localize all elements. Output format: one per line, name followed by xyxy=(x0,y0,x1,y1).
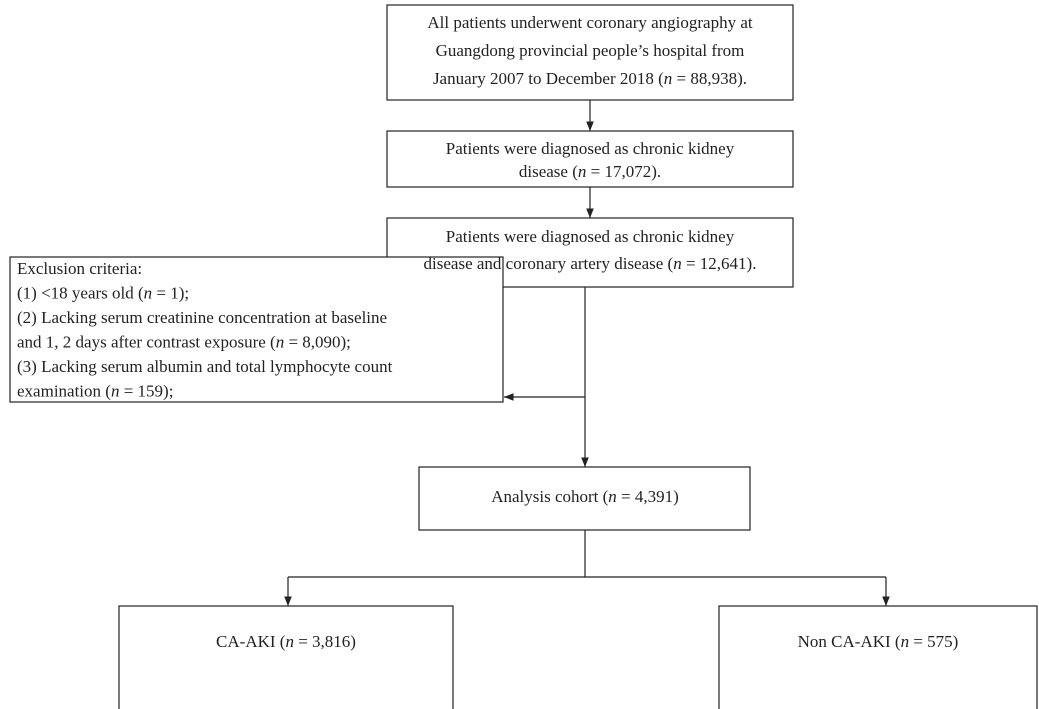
box xyxy=(718,605,1038,709)
text-run: = 1); xyxy=(152,283,189,302)
text-run: n xyxy=(901,632,910,651)
node-text: Guangdong provincial people’s hospital f… xyxy=(436,41,745,60)
box xyxy=(9,256,504,403)
node-text: All patients underwent coronary angiogra… xyxy=(427,13,753,32)
text-run: Patients were diagnosed as chronic kidne… xyxy=(446,227,735,246)
node-text: Patients were diagnosed as chronic kidne… xyxy=(446,227,735,246)
text-run: January 2007 to December 2018 ( xyxy=(433,69,664,88)
box xyxy=(386,4,794,101)
node-text: Non CA-AKI (n = 575) xyxy=(798,632,959,651)
text-run: n xyxy=(276,332,285,351)
node-text: Analysis cohort (n = 4,391) xyxy=(491,487,679,506)
node-text: examination (n = 159); xyxy=(17,381,173,400)
node-text: (2) Lacking serum creatinine concentrati… xyxy=(17,308,387,327)
text-run: n xyxy=(111,381,120,400)
node-text: (1) <18 years old (n = 1); xyxy=(17,283,189,302)
text-run: Guangdong provincial people’s hospital f… xyxy=(436,41,745,60)
node-text: Patients were diagnosed as chronic kidne… xyxy=(446,139,735,158)
text-run: CA-AKI ( xyxy=(216,632,286,651)
text-run: examination ( xyxy=(17,381,111,400)
text-run: n xyxy=(673,254,682,273)
text-run: n xyxy=(608,487,617,506)
box xyxy=(386,130,794,188)
text-run: (2) Lacking serum creatinine concentrati… xyxy=(17,308,387,327)
text-run: = 3,816) xyxy=(294,632,356,651)
box xyxy=(118,605,454,709)
node-text: January 2007 to December 2018 (n = 88,93… xyxy=(433,69,747,88)
node-text: Exclusion criteria: xyxy=(17,259,142,278)
text-run: n xyxy=(664,69,673,88)
node-text: (3) Lacking serum albumin and total lymp… xyxy=(17,357,393,376)
text-run: = 12,641). xyxy=(682,254,757,273)
box xyxy=(418,466,751,531)
text-run: = 575) xyxy=(909,632,958,651)
text-run: = 17,072). xyxy=(586,162,661,181)
node-text: and 1, 2 days after contrast exposure (n… xyxy=(17,332,351,351)
text-run: (3) Lacking serum albumin and total lymp… xyxy=(17,357,393,376)
text-run: n xyxy=(578,162,587,181)
text-run: disease ( xyxy=(519,162,578,181)
text-run: (1) <18 years old ( xyxy=(17,283,144,302)
text-run: Patients were diagnosed as chronic kidne… xyxy=(446,139,735,158)
text-run: Non CA-AKI ( xyxy=(798,632,901,651)
text-run: All patients underwent coronary angiogra… xyxy=(427,13,753,32)
text-run: Analysis cohort ( xyxy=(491,487,608,506)
text-run: = 8,090); xyxy=(284,332,351,351)
text-run: n xyxy=(144,283,153,302)
text-run: = 159); xyxy=(119,381,173,400)
node-text: disease and coronary artery disease (n =… xyxy=(424,254,757,273)
text-run: = 88,938). xyxy=(672,69,747,88)
node-text: disease (n = 17,072). xyxy=(519,162,661,181)
text-run: = 4,391) xyxy=(617,487,679,506)
node-text: CA-AKI (n = 3,816) xyxy=(216,632,356,651)
text-run: Exclusion criteria: xyxy=(17,259,142,278)
text-run: and 1, 2 days after contrast exposure ( xyxy=(17,332,276,351)
text-run: disease and coronary artery disease ( xyxy=(424,254,674,273)
text-run: n xyxy=(285,632,294,651)
